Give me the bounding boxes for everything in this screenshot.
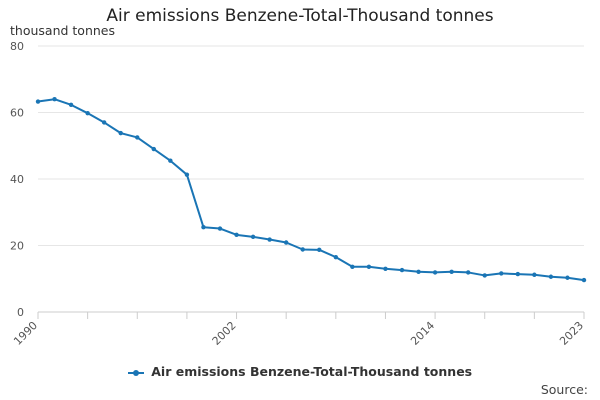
- data-point[interactable]: [333, 254, 339, 260]
- data-point[interactable]: [317, 247, 322, 253]
- data-point[interactable]: [118, 130, 123, 136]
- series-line: [37, 98, 585, 282]
- chart-title: Air emissions Benzene-Total-Thousand ton…: [106, 6, 494, 26]
- y-axis-unit-label: thousand tonnes: [10, 23, 115, 38]
- data-point[interactable]: [581, 277, 587, 283]
- data-point[interactable]: [432, 270, 438, 275]
- data-point[interactable]: [366, 264, 372, 269]
- legend[interactable]: Air emissions Benzene-Total-Thousand ton…: [0, 364, 600, 379]
- data-point[interactable]: [515, 271, 521, 277]
- data-point[interactable]: [283, 240, 289, 245]
- data-point[interactable]: [168, 158, 173, 163]
- y-tick-label: 60: [10, 107, 24, 120]
- data-point[interactable]: [135, 135, 140, 140]
- data-point[interactable]: [399, 267, 405, 273]
- data-point[interactable]: [300, 247, 305, 252]
- data-point[interactable]: [217, 226, 223, 231]
- data-point[interactable]: [250, 234, 256, 240]
- y-tick-label: 80: [10, 40, 24, 53]
- data-point[interactable]: [383, 266, 388, 271]
- data-point[interactable]: [68, 102, 74, 108]
- data-point[interactable]: [85, 110, 90, 116]
- data-point[interactable]: [350, 264, 355, 269]
- legend-label: Air emissions Benzene-Total-Thousand ton…: [151, 364, 473, 379]
- data-point[interactable]: [101, 120, 107, 125]
- data-point[interactable]: [234, 232, 239, 238]
- data-point[interactable]: [416, 269, 421, 274]
- y-tick-label: 40: [10, 173, 24, 186]
- y-tick-label: 20: [10, 240, 24, 253]
- x-tick-label: 2014: [408, 319, 437, 348]
- data-point[interactable]: [565, 275, 570, 280]
- x-tick-label: 2023: [557, 319, 586, 348]
- data-point[interactable]: [52, 97, 57, 102]
- data-point[interactable]: [548, 274, 554, 279]
- data-point[interactable]: [465, 270, 471, 275]
- data-point[interactable]: [449, 269, 454, 274]
- series-layer: [35, 97, 587, 283]
- axes: 0 20 40 60 80 1990 2002 2014 2023: [10, 40, 586, 348]
- source-label: Source:: [540, 382, 588, 397]
- legend-marker: [127, 368, 144, 378]
- x-tick-label: 1990: [11, 319, 40, 348]
- data-point[interactable]: [532, 272, 537, 277]
- data-point[interactable]: [35, 99, 41, 104]
- data-point[interactable]: [499, 271, 504, 276]
- data-point[interactable]: [184, 172, 190, 177]
- y-tick-label: 0: [17, 306, 24, 319]
- data-point[interactable]: [151, 146, 157, 152]
- data-point[interactable]: [482, 273, 487, 278]
- gridlines: [38, 45, 584, 246]
- data-point[interactable]: [267, 237, 272, 242]
- data-point[interactable]: [201, 225, 206, 230]
- x-tick-label: 2002: [210, 319, 239, 348]
